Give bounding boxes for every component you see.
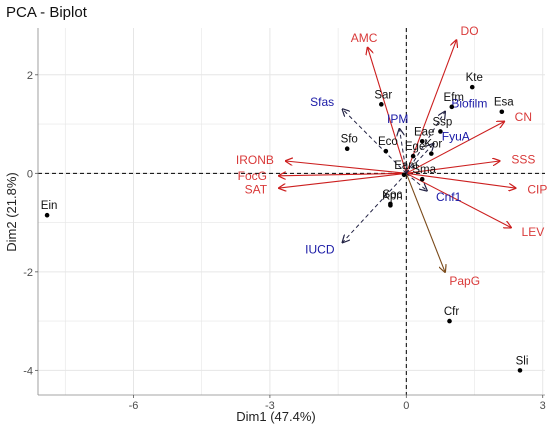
point-label-kor: Kor	[424, 139, 442, 151]
vector-label-sat: SAT	[245, 182, 268, 196]
point-ein	[44, 212, 50, 218]
chart-title: PCA - Biplot	[6, 4, 88, 21]
point-label-ein: Ein	[41, 200, 58, 212]
point-label-sma: Sma	[412, 164, 436, 176]
vector-arrow-sat	[279, 172, 407, 188]
vector-arrow-cn	[406, 122, 504, 174]
point-cfr	[447, 318, 452, 324]
supp-vector-arrow-sfas	[343, 109, 407, 174]
point-ege	[410, 153, 416, 159]
vector-arrow-do	[405, 40, 456, 174]
point-label-eam: Eam	[394, 160, 418, 172]
vector-arrow-lev	[406, 172, 511, 227]
point-label-ssp: Ssp	[433, 116, 453, 128]
point-efm	[449, 104, 455, 110]
vector-label-sss: SSS	[511, 153, 535, 167]
point-ssp	[438, 129, 443, 134]
point-sar	[379, 102, 384, 107]
y-tick-label: 0	[27, 168, 33, 180]
vector-arrow-sss	[406, 161, 499, 174]
x-tick-label: 0	[403, 400, 409, 412]
supp-vector-label-ipm: IPM	[387, 112, 408, 126]
vector-label-do: DO	[461, 24, 479, 38]
vector-label-cip: CIP	[527, 182, 547, 196]
point-label-sli: Sli	[516, 355, 529, 367]
vector-label-amc: AMC	[351, 31, 378, 45]
supp-vector-arrow-iucd	[343, 172, 407, 242]
point-eco	[383, 148, 389, 154]
point-label-soc: Soc	[382, 189, 402, 201]
supp-vector-label-biofilm: Biofilm	[451, 96, 487, 110]
point-kor	[429, 151, 434, 156]
point-label-sfo: Sfo	[341, 134, 358, 146]
point-sma	[419, 176, 425, 182]
tick-labels: -6 -3 0 3 -4 -2 0 2	[23, 70, 546, 412]
supp-vector-label-sfas: Sfas	[310, 95, 334, 109]
x-axis-label: Dim1 (47.4%)	[236, 409, 315, 424]
reference-lines	[38, 28, 545, 395]
point-label-eae: Eae	[414, 126, 434, 138]
vector-arrow-amc	[368, 48, 407, 174]
point-eam	[401, 172, 407, 178]
point-label-eco: Eco	[378, 136, 398, 148]
vector-label-ironb: IRONB	[236, 153, 274, 167]
supp-vector-arrow-biofilm	[405, 112, 445, 174]
point-label-sar: Sar	[374, 89, 392, 101]
vector-label-focg: FocG	[238, 169, 267, 183]
y-tick-label: 2	[27, 70, 33, 82]
vector-arrow-cip	[406, 172, 515, 188]
point-label-kpn: Kpn	[382, 190, 402, 202]
point-sfo	[344, 146, 350, 151]
point-eae	[419, 139, 425, 144]
point-label-kte: Kte	[466, 72, 483, 84]
x-tick-label: -6	[129, 400, 139, 412]
y-axis-label: Dim2 (21.8%)	[4, 172, 19, 251]
supp-vector-label-cnf1: Cnf1	[436, 190, 462, 204]
x-tick-label: -3	[265, 400, 275, 412]
axis-frame	[35, 28, 545, 398]
x-tick-label: 3	[540, 400, 546, 412]
vector-arrow-papg	[405, 173, 445, 272]
point-esa	[499, 109, 505, 115]
point-sli	[517, 368, 523, 373]
supp-vector-label-iucd: IUCD	[305, 243, 335, 257]
supp-vector-label-fyua: FyuA	[442, 129, 470, 143]
supp-vector-arrow-cnf1	[405, 172, 426, 190]
point-label-efm: Efm	[444, 92, 464, 104]
vector-arrow-focg	[279, 173, 407, 175]
vector-arrow-ironb	[286, 161, 407, 174]
y-tick-label: -4	[23, 365, 33, 377]
y-tick-label: -2	[23, 267, 33, 279]
vector-label-papg: PapG	[449, 274, 480, 288]
point-label-ege: Ege	[405, 141, 425, 153]
point-kte	[469, 84, 475, 90]
point-label-esa: Esa	[494, 97, 514, 109]
supp-vector-arrow-ipm	[399, 129, 407, 174]
vector-label-lev: LEV	[522, 225, 545, 239]
vector-label-cn: CN	[515, 110, 532, 124]
point-label-cfr: Cfr	[444, 306, 460, 318]
point-kpn	[388, 203, 393, 208]
